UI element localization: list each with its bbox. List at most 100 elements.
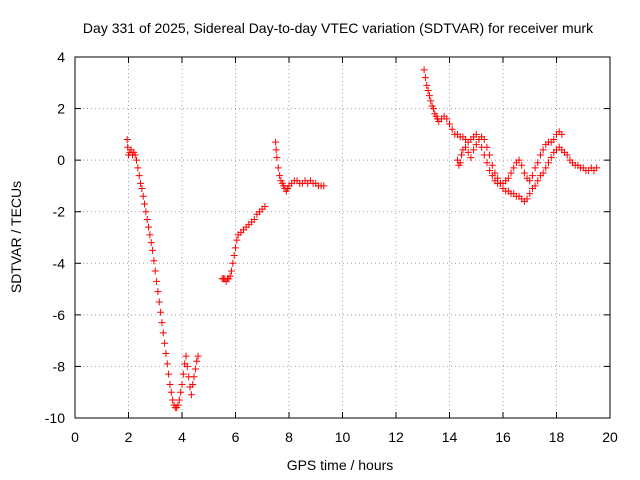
- data-point: [486, 151, 494, 159]
- data-point: [486, 166, 494, 174]
- data-point: [155, 298, 163, 306]
- data-point: [165, 370, 173, 378]
- data-point: [230, 252, 238, 260]
- x-tick-label: 4: [178, 429, 186, 445]
- data-point: [550, 136, 558, 144]
- data-point: [178, 380, 186, 388]
- data-point: [539, 146, 547, 154]
- data-point: [174, 401, 182, 409]
- data-point: [137, 179, 145, 187]
- data-point: [226, 272, 234, 280]
- data-point: [456, 159, 464, 167]
- data-point: [531, 164, 539, 172]
- data-point: [558, 130, 566, 138]
- data-point: [526, 190, 534, 198]
- data-point: [483, 159, 491, 167]
- data-point: [480, 136, 488, 144]
- data-point: [320, 182, 328, 190]
- data-point: [593, 164, 601, 172]
- chart-title: Day 331 of 2025, Sidereal Day-to-day VTE…: [83, 20, 594, 36]
- data-point: [175, 396, 183, 404]
- data-point: [467, 154, 475, 162]
- data-point: [510, 164, 518, 172]
- y-tick-label: -10: [45, 410, 65, 426]
- y-tick-label: -8: [53, 358, 66, 374]
- data-point: [133, 156, 141, 164]
- data-point: [539, 169, 547, 177]
- x-tick-label: 18: [549, 429, 565, 445]
- data-point: [443, 115, 451, 123]
- data-point: [446, 120, 453, 128]
- data-point: [536, 151, 544, 159]
- data-point: [464, 148, 472, 156]
- series-segment-3: [272, 138, 328, 195]
- data-point: [488, 161, 496, 169]
- data-point: [423, 81, 431, 89]
- data-point: [123, 136, 131, 144]
- x-tick-label: 20: [602, 429, 618, 445]
- data-point: [272, 138, 280, 146]
- data-point: [194, 352, 202, 360]
- data-points: [123, 66, 601, 412]
- x-tick-label: 2: [125, 429, 133, 445]
- x-tick-label: 14: [442, 429, 458, 445]
- y-tick-label: -2: [53, 204, 66, 220]
- data-point: [458, 151, 466, 159]
- data-point: [421, 74, 429, 82]
- data-point: [142, 208, 150, 216]
- data-point: [544, 159, 552, 167]
- y-tick-label: 2: [57, 101, 65, 117]
- data-point: [472, 141, 480, 149]
- data-point: [523, 195, 531, 203]
- data-point: [483, 143, 491, 151]
- data-point: [158, 319, 166, 327]
- data-point: [547, 154, 555, 162]
- data-point: [151, 267, 159, 275]
- x-tick-label: 0: [71, 429, 79, 445]
- data-point: [233, 236, 241, 244]
- data-point: [429, 105, 437, 113]
- data-point: [420, 66, 428, 74]
- data-point: [496, 179, 504, 187]
- data-point: [515, 156, 523, 164]
- data-point: [182, 352, 190, 360]
- y-tick-labels: 4 2 0 -2 -4 -6 -8 -10: [45, 49, 65, 426]
- data-point: [161, 339, 169, 347]
- x-tick-label: 16: [495, 429, 511, 445]
- x-tick-label: 10: [335, 429, 351, 445]
- data-point: [520, 169, 528, 177]
- grid-lines: [75, 57, 610, 418]
- data-point: [177, 388, 185, 396]
- series-segment-1: [123, 136, 202, 412]
- data-point: [138, 185, 146, 193]
- data-point: [232, 244, 239, 252]
- data-point: [153, 277, 161, 285]
- data-point: [227, 267, 235, 275]
- data-point: [424, 87, 432, 95]
- data-point: [425, 92, 433, 100]
- data-point: [274, 164, 282, 172]
- data-point: [470, 146, 478, 154]
- axis-ticks: [74, 56, 611, 419]
- data-point: [276, 172, 284, 180]
- data-point: [534, 159, 542, 167]
- data-point: [143, 215, 151, 223]
- data-point: [491, 169, 499, 177]
- data-point: [145, 223, 153, 231]
- data-point: [163, 360, 171, 368]
- series-segment-5: [454, 133, 601, 205]
- data-point: [134, 164, 142, 172]
- data-point: [534, 177, 542, 185]
- x-tick-label: 6: [232, 429, 240, 445]
- y-tick-label: 4: [57, 49, 65, 65]
- data-point: [159, 329, 167, 337]
- data-point: [504, 174, 512, 182]
- data-point: [542, 164, 550, 172]
- data-point: [427, 97, 435, 105]
- data-point: [528, 172, 536, 180]
- data-point: [507, 169, 515, 177]
- data-point: [167, 388, 175, 396]
- data-point: [157, 308, 165, 316]
- data-point: [131, 151, 139, 159]
